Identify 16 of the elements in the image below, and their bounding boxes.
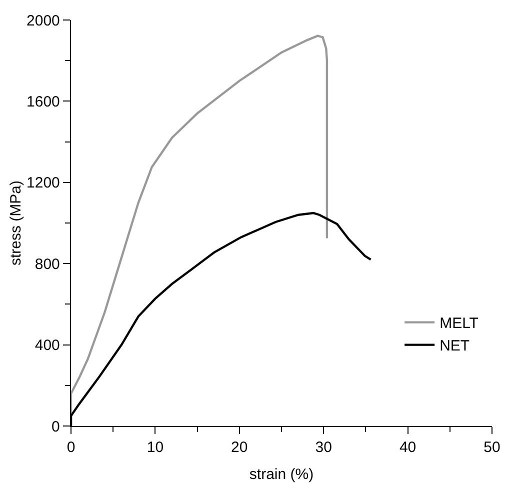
x-tick-label: 20 [231, 439, 248, 456]
x-tick-label: 40 [399, 439, 416, 456]
x-tick-label: 10 [146, 439, 164, 456]
y-tick-label: 1200 [26, 174, 60, 192]
y-tick-label: 400 [34, 337, 60, 354]
x-axis-title: strain (%) [249, 466, 314, 483]
x-tick-label: 50 [484, 439, 500, 456]
x-tick-label: 30 [315, 439, 332, 456]
y-axis-title: stress (MPa) [8, 180, 25, 266]
y-tick-label: 2000 [26, 12, 60, 30]
x-tick-label: 0 [66, 439, 76, 456]
legend-label: MELT [440, 315, 478, 332]
y-tick-label: 800 [34, 256, 60, 273]
legend-label: NET [440, 338, 470, 355]
y-tick-label: 1600 [26, 93, 60, 110]
y-tick-label: 0 [52, 418, 60, 436]
